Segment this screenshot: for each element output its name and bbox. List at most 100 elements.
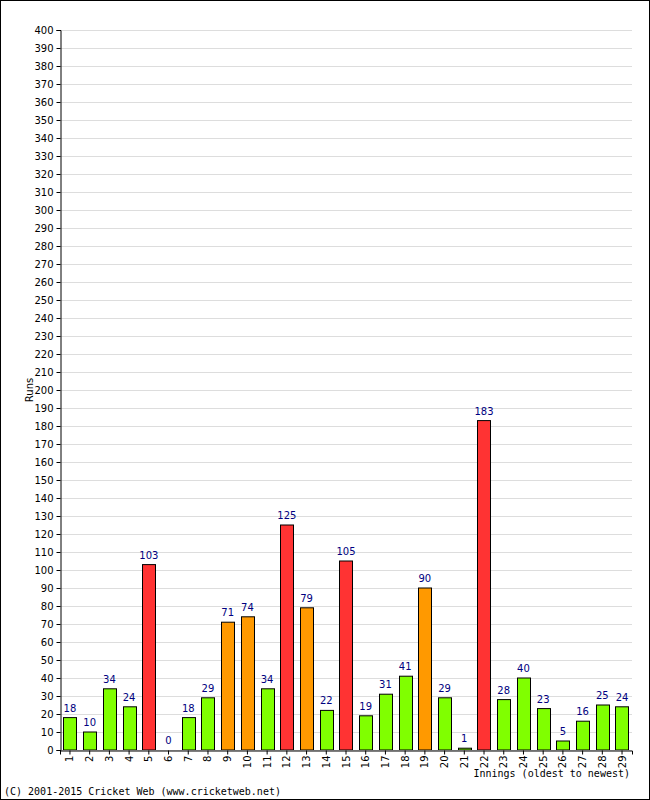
- y-axis-title: Runs: [24, 378, 35, 402]
- x-tick-mark: [464, 751, 465, 755]
- grid-line: [60, 66, 632, 67]
- y-tick: 260: [34, 277, 60, 288]
- y-tick-label: 140: [34, 493, 53, 504]
- y-tick-label: 300: [34, 205, 53, 216]
- x-tick: 29: [617, 751, 628, 769]
- y-tick: 270: [34, 259, 60, 270]
- y-tick-label: 170: [34, 439, 53, 450]
- bar: [301, 608, 314, 750]
- grid: [60, 31, 632, 751]
- y-tick: 170: [34, 439, 60, 450]
- x-tick-label: 21: [459, 756, 470, 769]
- x-tick-mark: [207, 751, 208, 755]
- y-tick: 250: [34, 295, 60, 306]
- bar: [262, 689, 275, 750]
- y-tick-mark: [57, 246, 61, 247]
- x-tick-label: 12: [281, 756, 292, 769]
- y-tick-label: 330: [34, 151, 53, 162]
- x-tick-mark: [188, 751, 189, 755]
- y-tick: 20: [41, 709, 61, 720]
- x-tick-mark: [405, 751, 406, 755]
- grid-line: [60, 156, 632, 157]
- grid-line: [60, 534, 632, 535]
- y-tick-mark: [57, 660, 61, 661]
- y-tick-mark: [57, 606, 61, 607]
- y-tick: 50: [41, 655, 61, 666]
- grid-line: [60, 30, 632, 31]
- y-tick-label: 80: [41, 601, 54, 612]
- y-tick-label: 380: [34, 61, 53, 72]
- x-tick-mark: [523, 751, 524, 755]
- y-tick-label: 120: [34, 529, 53, 540]
- x-tick-label: 25: [538, 756, 549, 769]
- y-tick: 110: [34, 547, 60, 558]
- data-label: 71: [221, 607, 234, 618]
- x-tick-mark: [582, 751, 583, 755]
- y-tick: 390: [34, 43, 60, 54]
- x-tick-label: 27: [577, 756, 588, 769]
- x-tick-label: 22: [479, 756, 490, 769]
- x-tick-label: 28: [597, 756, 608, 769]
- y-tick-label: 70: [41, 619, 54, 630]
- bar: [518, 678, 531, 750]
- y-tick-label: 100: [34, 565, 53, 576]
- y-tick: 30: [41, 691, 61, 702]
- x-tick: 4: [124, 751, 135, 762]
- bar: [281, 525, 294, 750]
- grid-line: [60, 354, 632, 355]
- y-tick-mark: [57, 210, 61, 211]
- x-tick: 15: [341, 751, 352, 769]
- grid-line: [60, 282, 632, 283]
- y-tick-mark: [57, 192, 61, 193]
- x-tick-mark: [484, 751, 485, 755]
- x-tick: 28: [597, 751, 608, 769]
- y-tick: 60: [41, 637, 61, 648]
- x-tick: 16: [360, 751, 371, 769]
- x-tick-label: 7: [183, 756, 194, 762]
- y-tick-mark: [57, 156, 61, 157]
- y-tick: 300: [34, 205, 60, 216]
- bar: [64, 718, 77, 750]
- data-label: 34: [261, 674, 274, 685]
- y-tick: 340: [34, 133, 60, 144]
- x-tick-mark: [109, 751, 110, 755]
- y-tick-mark: [57, 444, 61, 445]
- y-tick: 100: [34, 565, 60, 576]
- y-tick: 240: [34, 313, 60, 324]
- grid-line: [60, 102, 632, 103]
- y-tick-mark: [57, 300, 61, 301]
- data-label: 18: [182, 703, 195, 714]
- x-tick-label: 18: [400, 756, 411, 769]
- x-tick: 20: [439, 751, 450, 769]
- y-tick-mark: [57, 714, 61, 715]
- y-tick-mark: [57, 732, 61, 733]
- x-tick: 10: [242, 751, 253, 769]
- bar: [222, 622, 235, 750]
- x-tick-label: 17: [380, 756, 391, 769]
- grid-line: [60, 300, 632, 301]
- y-tick: 370: [34, 79, 60, 90]
- x-tick-mark: [385, 751, 386, 755]
- y-tick: 220: [34, 349, 60, 360]
- bar: [143, 565, 156, 750]
- data-label: 1: [461, 733, 467, 744]
- data-label: 40: [517, 663, 530, 674]
- y-tick-label: 90: [41, 583, 54, 594]
- y-tick-mark: [57, 228, 61, 229]
- bar: [124, 707, 137, 750]
- y-tick-mark: [57, 84, 61, 85]
- grid-line: [60, 480, 632, 481]
- y-tick-mark: [57, 48, 61, 49]
- data-label: 18: [64, 703, 77, 714]
- y-tick: 360: [34, 97, 60, 108]
- y-tick: 330: [34, 151, 60, 162]
- data-label: 125: [277, 510, 296, 521]
- y-tick: 120: [34, 529, 60, 540]
- x-tick-label: 6: [163, 756, 174, 762]
- x-tick: 26: [557, 751, 568, 769]
- x-tick-mark: [602, 751, 603, 755]
- data-label: 19: [359, 701, 372, 712]
- data-label: 5: [560, 726, 566, 737]
- bar: [557, 741, 570, 750]
- y-tick-mark: [57, 624, 61, 625]
